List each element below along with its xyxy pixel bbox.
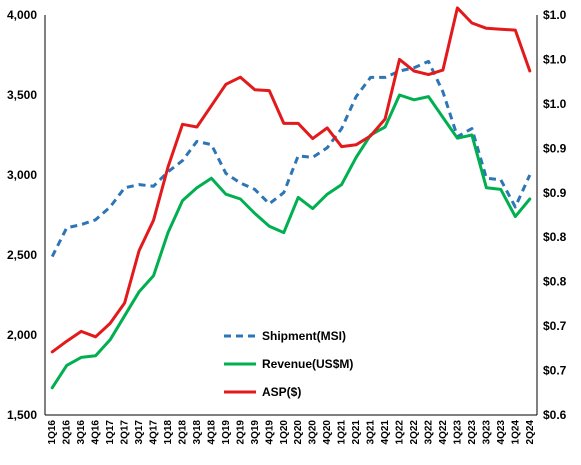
right-tick-label: $0.9: [543, 141, 567, 155]
x-tick-label: 2Q17: [120, 420, 131, 445]
x-tick-label: 1Q24: [510, 420, 521, 445]
plot-area: [44, 15, 538, 416]
legend-label: Shipment(MSI): [262, 329, 346, 343]
x-tick-label: 4Q18: [206, 420, 217, 445]
right-tick-label: $0.7: [543, 319, 567, 333]
left-tick-label: 1,500: [7, 408, 37, 422]
left-tick-label: 3,000: [7, 168, 37, 182]
x-tick-label: 2Q19: [235, 420, 246, 445]
x-tick-label: 1Q16: [47, 420, 58, 445]
x-tick-label: 1Q18: [163, 420, 174, 445]
series-line-asp: [50, 6, 532, 354]
series-layer: [50, 6, 532, 390]
x-tick-label: 2Q16: [62, 420, 73, 445]
x-tick-label: 4Q21: [380, 420, 391, 445]
legend-label: Revenue(US$M): [262, 357, 353, 371]
right-tick-label: $0.9: [543, 186, 567, 200]
x-tick-label: 1Q23: [452, 420, 463, 445]
x-tick-label: 4Q22: [438, 420, 449, 445]
x-tick-label: 4Q20: [322, 420, 333, 445]
series-line-shipment-msi: [50, 59, 532, 258]
left-axis-ticks: 1,500 2,000 2,500 3,000 3,500 4,000: [7, 8, 37, 422]
left-tick-label: 4,000: [7, 8, 37, 22]
x-tick-label: 3Q18: [192, 420, 203, 445]
x-tick-label: 3Q17: [134, 420, 145, 445]
x-tick-label: 2Q20: [293, 420, 304, 445]
x-tick-label: 4Q19: [264, 420, 275, 445]
right-tick-label: $0.8: [543, 275, 567, 289]
x-tick-label: 3Q21: [366, 420, 377, 445]
x-tick-label: 4Q17: [149, 420, 160, 445]
right-tick-label: $1.0: [543, 52, 567, 66]
x-tick-label: 2Q18: [177, 420, 188, 445]
x-tick-label: 4Q16: [91, 420, 102, 445]
series-line-revenue-us-m: [50, 93, 532, 390]
right-tick-label: $1.0: [543, 97, 567, 111]
legend-label: ASP($): [262, 385, 301, 399]
right-axis-ticks: $0.6 $0.7 $0.7 $0.8 $0.8 $0.9 $0.9 $1.0 $1.0 $1.0: [543, 8, 567, 422]
x-tick-label: 1Q22: [395, 420, 406, 445]
x-tick-label: 1Q20: [279, 420, 290, 445]
x-tick-label: 2Q22: [409, 420, 420, 445]
x-tick-label: 2Q21: [351, 420, 362, 445]
x-tick-label: 2Q23: [467, 420, 478, 445]
right-tick-label: $0.8: [543, 230, 567, 244]
x-tick-label: 1Q17: [105, 420, 116, 445]
left-tick-label: 2,000: [7, 328, 37, 342]
x-tick-label: 2Q24: [525, 420, 536, 445]
right-tick-label: $0.7: [543, 364, 567, 378]
x-tick-label: 1Q19: [221, 420, 232, 445]
right-tick-label: $0.6: [543, 408, 567, 422]
x-tick-label: 3Q20: [308, 420, 319, 445]
left-tick-label: 3,500: [7, 88, 37, 102]
x-tick-label: 3Q22: [423, 420, 434, 445]
x-axis-ticks: 1Q16 2Q16 3Q16 4Q16 1Q17 2Q17 3Q17 4Q17 1Q18 2Q18…: [47, 420, 536, 445]
right-tick-label: $1.0: [543, 8, 567, 22]
x-tick-label: 3Q19: [250, 420, 261, 445]
left-tick-label: 2,500: [7, 248, 37, 262]
x-tick-label: 3Q16: [76, 420, 87, 445]
legend: Shipment(MSI) Revenue(US$M) ASP($): [224, 329, 353, 399]
x-tick-label: 1Q21: [337, 420, 348, 445]
x-tick-label: 3Q23: [481, 420, 492, 445]
x-tick-label: 4Q23: [496, 420, 507, 445]
